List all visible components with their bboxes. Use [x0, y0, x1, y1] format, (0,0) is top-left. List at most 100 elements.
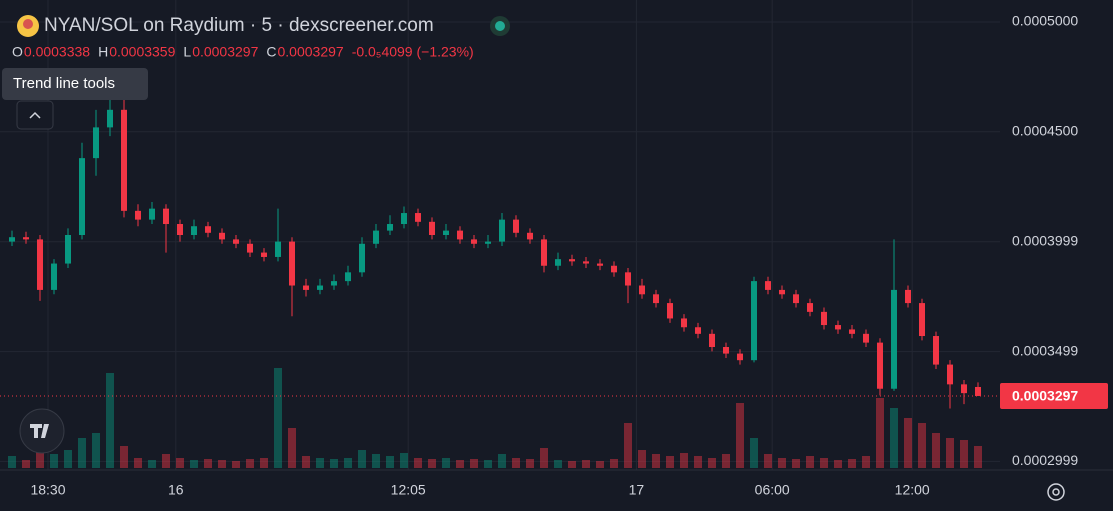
candle-body	[387, 224, 393, 231]
candle-body	[247, 243, 253, 253]
volume-bar	[120, 446, 128, 468]
candle-body	[345, 272, 351, 282]
volume-bar	[176, 458, 184, 468]
candle-body	[23, 237, 29, 240]
candle-body	[359, 243, 365, 273]
settings-icon-center	[1052, 488, 1060, 496]
volume-bar	[456, 460, 464, 468]
volume-bar	[960, 440, 968, 468]
volume-bar	[792, 459, 800, 468]
volume-bar	[512, 458, 520, 468]
volume-bar	[36, 443, 44, 468]
candle-body	[37, 239, 43, 290]
volume-bar	[414, 458, 422, 468]
candle-body	[807, 303, 813, 312]
volume-bar	[64, 450, 72, 468]
collapse-button[interactable]	[16, 100, 54, 130]
candle-body	[289, 241, 295, 286]
volume-bar	[750, 438, 758, 468]
settings-icon[interactable]	[1047, 483, 1065, 501]
volume-bar	[190, 460, 198, 468]
volume-bar	[344, 458, 352, 468]
volume-bar	[848, 459, 856, 468]
volume-bar	[624, 423, 632, 468]
volume-bar	[974, 446, 982, 468]
axis-labels: 0.0005000 0.0004500 0.0003999 0.0003499 0.00…	[30, 13, 1078, 498]
y-tick-label: 0.0005000	[1012, 13, 1078, 29]
candle-body	[779, 289, 785, 295]
candle-body	[415, 213, 421, 222]
volume-bar	[834, 460, 842, 468]
volume-bar	[708, 458, 716, 468]
volume-bar	[386, 456, 394, 468]
volume-bar	[148, 460, 156, 468]
status-dot	[495, 21, 505, 31]
volume-bar	[8, 456, 16, 468]
ohlc-value: 0.0003338	[24, 44, 90, 60]
ohlc-value: 0.0003297	[192, 44, 258, 60]
volume-bar	[204, 459, 212, 468]
candle-body	[947, 364, 953, 385]
candle-body	[751, 281, 757, 361]
candle-body	[905, 289, 911, 304]
volume-bar	[596, 461, 604, 468]
candle-body	[51, 263, 57, 290]
candle-body	[513, 219, 519, 233]
candle-body	[877, 342, 883, 389]
candle-body	[835, 325, 841, 330]
volume-bar	[400, 453, 408, 468]
volume-bar	[232, 461, 240, 468]
candle-body	[891, 289, 897, 389]
tooltip-box	[2, 68, 148, 100]
ohlc-change: -0.0₅4099 (−1.23%)	[352, 44, 474, 60]
ohlc-value: 0.0003297	[278, 44, 344, 60]
volume-bar	[78, 438, 86, 468]
token-logo-inner	[23, 19, 33, 29]
candle-body	[569, 259, 575, 262]
collapse-icon	[29, 111, 41, 119]
volume-bar	[932, 433, 940, 468]
volume-bar	[806, 456, 814, 468]
ohlc-key: L	[183, 44, 191, 60]
candle-body	[583, 261, 589, 264]
ohlc-key: H	[98, 44, 108, 60]
volume-bar	[372, 454, 380, 468]
candle-body	[233, 239, 239, 244]
volume-bar	[694, 456, 702, 468]
volume-bar	[666, 456, 674, 468]
candle-body	[149, 208, 155, 220]
ohlc-legend: O 0.0003338 H 0.0003359 L 0.0003297 C 0.0003297…	[12, 44, 474, 60]
volume-bar	[918, 423, 926, 468]
candle-body	[317, 285, 323, 290]
candle-body	[723, 347, 729, 354]
volume-bar	[316, 458, 324, 468]
volume-bar	[330, 459, 338, 468]
volume-bar	[526, 459, 534, 468]
candle-body	[219, 232, 225, 240]
volume-bar	[106, 373, 114, 468]
candle-body	[625, 272, 631, 286]
volume-bar	[554, 460, 562, 468]
volume-bar	[820, 458, 828, 468]
volume-bar	[568, 461, 576, 468]
candle-body	[653, 294, 659, 304]
candle-body	[821, 311, 827, 326]
candle-body	[93, 127, 99, 159]
volume-bar	[778, 458, 786, 468]
candle-body	[331, 281, 337, 286]
ohlc-value: 0.0003359	[109, 44, 175, 60]
tv-logo[interactable]	[19, 408, 65, 454]
volume-bar	[92, 433, 100, 468]
candle-body	[9, 237, 15, 242]
volume-bar	[22, 460, 30, 468]
ohlc-key: O	[12, 44, 23, 60]
y-tick-label: 0.0003499	[1012, 342, 1078, 358]
candle-body	[933, 336, 939, 365]
candle-body	[737, 353, 743, 361]
volume-bar	[582, 460, 590, 468]
candle-body	[191, 226, 197, 235]
volume-bar	[442, 458, 450, 468]
y-tick-label: 0.0002999	[1012, 452, 1078, 468]
